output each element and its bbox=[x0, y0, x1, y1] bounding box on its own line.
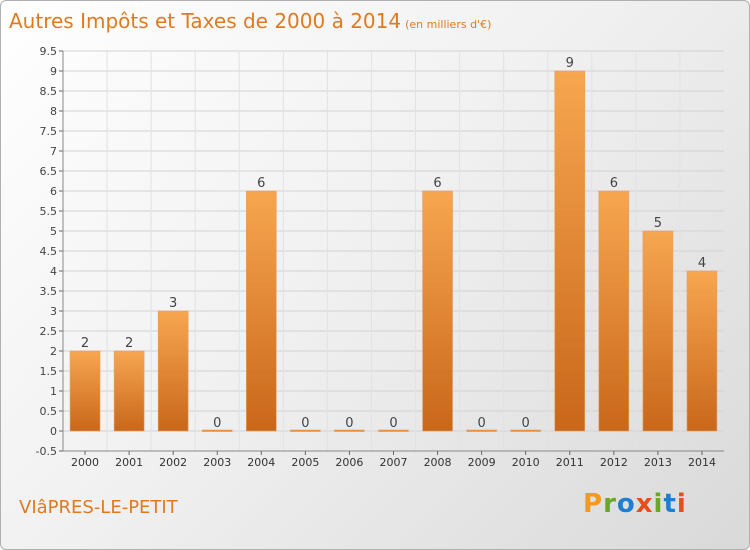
bar bbox=[642, 230, 674, 432]
logo-letter: i bbox=[653, 489, 664, 519]
chart-subtitle: (en milliers d'€) bbox=[405, 18, 492, 31]
y-tick-label: 0 bbox=[50, 425, 57, 438]
bar-value-label: 2 bbox=[125, 336, 133, 351]
bar-value-label: 9 bbox=[566, 56, 574, 71]
x-tick-label: 2008 bbox=[424, 456, 452, 469]
y-tick-label: 5.5 bbox=[40, 205, 58, 218]
proxiti-logo[interactable]: Proxiti bbox=[583, 489, 687, 519]
value-labels: 2 2 3 0 6 0 0 0 6 0 0 9 6 5 4 bbox=[81, 56, 706, 431]
logo-letter: P bbox=[583, 489, 604, 519]
x-tick-label: 2007 bbox=[380, 456, 408, 469]
y-tick-label: 3 bbox=[50, 305, 57, 318]
bar bbox=[157, 310, 189, 432]
x-tick-label: 2006 bbox=[335, 456, 363, 469]
x-tick-label: 2014 bbox=[688, 456, 716, 469]
bar-value-label: 2 bbox=[81, 336, 89, 351]
chart-title: Autres Impôts et Taxes de 2000 à 2014 bbox=[9, 9, 402, 33]
y-tick-label: 6 bbox=[50, 185, 57, 198]
y-tick-label: 3.5 bbox=[40, 285, 58, 298]
bar-value-label: 6 bbox=[257, 176, 265, 191]
bar bbox=[201, 429, 233, 432]
bar-value-label: 0 bbox=[213, 416, 221, 431]
x-tick-label: 2010 bbox=[512, 456, 540, 469]
y-tick-label: 2.5 bbox=[40, 325, 58, 338]
x-tick-label: 2001 bbox=[115, 456, 143, 469]
y-tick-label: 7.5 bbox=[40, 125, 58, 138]
bar bbox=[510, 429, 541, 432]
bar bbox=[246, 190, 277, 432]
x-tick-label: 2003 bbox=[203, 456, 231, 469]
bar bbox=[554, 70, 586, 432]
x-tick-label: 2005 bbox=[291, 456, 319, 469]
x-tick-label: 2004 bbox=[247, 456, 275, 469]
bar-value-label: 0 bbox=[522, 416, 530, 431]
x-tick-label: 2000 bbox=[71, 456, 99, 469]
logo-letter: t bbox=[663, 489, 677, 519]
y-tick-label: 8.5 bbox=[40, 85, 58, 98]
y-tick-label: 4 bbox=[50, 265, 57, 278]
bar-value-label: 3 bbox=[169, 296, 177, 311]
logo-letter: x bbox=[635, 489, 654, 519]
y-tick-label: 5 bbox=[50, 225, 57, 238]
y-tick-label: 7 bbox=[50, 145, 57, 158]
bar bbox=[422, 190, 453, 432]
commune-name: VIâPRES-LE-PETIT bbox=[19, 497, 178, 518]
bar-value-label: 6 bbox=[433, 176, 441, 191]
y-tick-label: 0.5 bbox=[40, 405, 58, 418]
bar bbox=[290, 429, 321, 432]
bar-value-label: 6 bbox=[610, 176, 618, 191]
bar bbox=[686, 270, 718, 432]
bar-value-label: 0 bbox=[477, 416, 485, 431]
bar bbox=[598, 190, 630, 432]
bar-value-label: 5 bbox=[654, 216, 662, 231]
x-tick-label: 2002 bbox=[159, 456, 187, 469]
y-tick-label: -0.5 bbox=[36, 445, 57, 458]
bar-value-label: 0 bbox=[345, 416, 353, 431]
x-tick-label: 2012 bbox=[600, 456, 628, 469]
bar bbox=[466, 429, 497, 432]
axes: -0.5 0 0.5 1 1.5 2 2.5 3 3.5 4 4.5 5 5.5 6 6.5 7 7.5 8 8.5… bbox=[36, 45, 724, 469]
bars bbox=[69, 70, 718, 432]
logo-letter: i bbox=[676, 489, 687, 519]
y-tick-label: 8 bbox=[50, 105, 57, 118]
bar bbox=[69, 350, 101, 432]
bar bbox=[113, 350, 145, 432]
logo-letter: r bbox=[603, 489, 617, 519]
x-tick-label: 2013 bbox=[644, 456, 672, 469]
y-tick-label: 2 bbox=[50, 345, 57, 358]
bar-value-label: 0 bbox=[389, 416, 397, 431]
chart-title-block: Autres Impôts et Taxes de 2000 à 2014 (en… bbox=[9, 9, 491, 33]
bar bbox=[334, 429, 365, 432]
y-tick-label: 6.5 bbox=[40, 165, 58, 178]
y-tick-label: 1 bbox=[50, 385, 57, 398]
x-tick-label: 2011 bbox=[556, 456, 584, 469]
y-tick-label: 9.5 bbox=[40, 45, 58, 58]
x-tick-label: 2009 bbox=[468, 456, 496, 469]
bar-value-label: 0 bbox=[301, 416, 309, 431]
y-tick-label: 9 bbox=[50, 65, 57, 78]
y-tick-label: 1.5 bbox=[40, 365, 58, 378]
y-tick-label: 4.5 bbox=[40, 245, 58, 258]
logo-letter: o bbox=[616, 489, 636, 519]
bar bbox=[378, 429, 409, 432]
bar-value-label: 4 bbox=[698, 256, 706, 271]
